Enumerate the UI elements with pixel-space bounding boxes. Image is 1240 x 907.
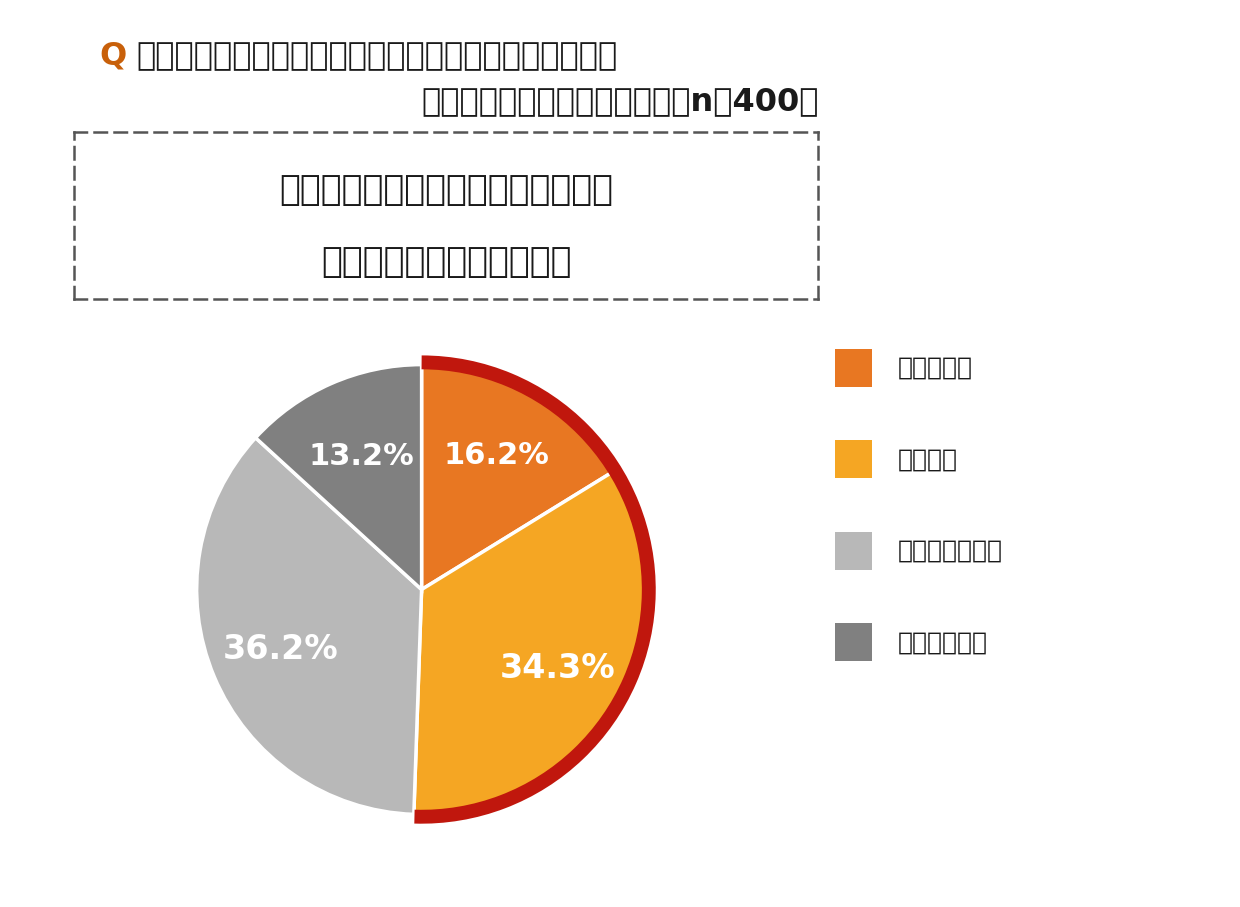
Bar bbox=[835, 440, 872, 478]
Wedge shape bbox=[422, 365, 613, 590]
Text: Q: Q bbox=[99, 41, 126, 72]
Text: 不足していると感じている: 不足していると感じている bbox=[321, 246, 572, 279]
Bar bbox=[835, 532, 872, 570]
Text: 36.2%: 36.2% bbox=[223, 633, 339, 666]
Text: 不足していると思いますか？（n＝400）: 不足していると思いますか？（n＝400） bbox=[422, 86, 818, 117]
Text: 全く思わない: 全く思わない bbox=[898, 630, 988, 654]
Text: あまり思わない: あまり思わない bbox=[898, 539, 1003, 562]
Text: 34.3%: 34.3% bbox=[500, 652, 616, 685]
Wedge shape bbox=[414, 472, 646, 814]
Text: ２人に１人が日常的に労いの言葉が: ２人に１人が日常的に労いの言葉が bbox=[279, 173, 614, 207]
Text: 13.2%: 13.2% bbox=[309, 442, 414, 471]
Bar bbox=[835, 623, 872, 661]
Text: 16.2%: 16.2% bbox=[443, 442, 549, 471]
Wedge shape bbox=[197, 438, 422, 814]
Text: とても思う: とても思う bbox=[898, 356, 972, 380]
Wedge shape bbox=[255, 365, 422, 590]
Text: あなたは、自身の職場において、日常的に労いの言葉が: あなたは、自身の職場において、日常的に労いの言葉が bbox=[136, 41, 618, 72]
Text: やや思う: やや思う bbox=[898, 447, 957, 472]
Bar bbox=[835, 349, 872, 387]
